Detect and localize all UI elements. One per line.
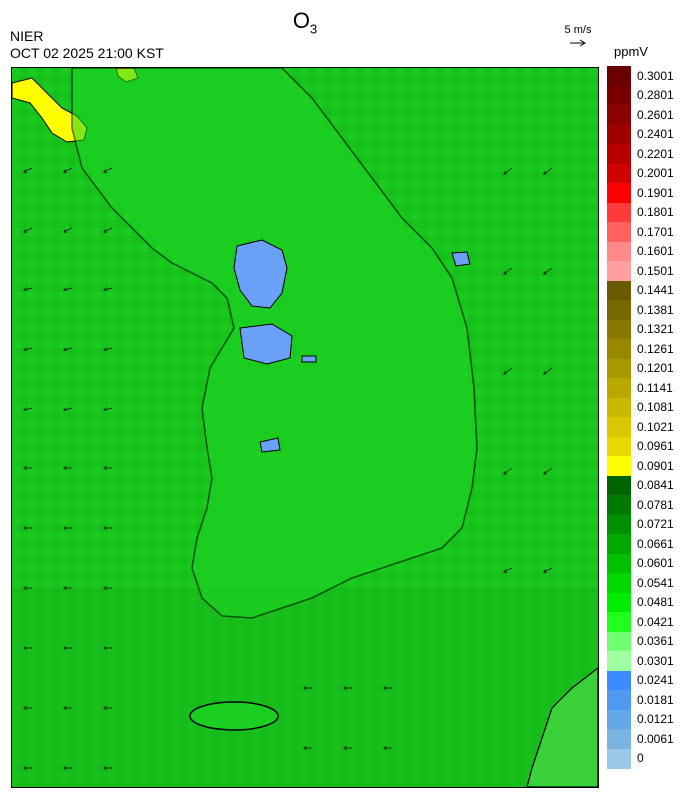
colorbar-tick-label: 0.1321 (637, 322, 674, 337)
colorbar-cell (607, 124, 631, 145)
colorbar-tick-label: 0.0241 (637, 673, 674, 688)
colorbar-cell (607, 163, 631, 184)
colorbar-tick-label: 0.0301 (637, 653, 674, 668)
wind-vectors (24, 167, 553, 768)
colorbar-tick-label: 0.0901 (637, 458, 674, 473)
colorbar (607, 66, 631, 769)
colorbar-tick-label: 0.1601 (637, 244, 674, 259)
colorbar-cell (607, 417, 631, 437)
colorbar-tick-label: 0.0181 (637, 692, 674, 707)
colorbar-tick-label: 0.2601 (637, 107, 674, 122)
colorbar-tick-label: 0.0481 (637, 595, 674, 610)
colorbar-tick-label: 0.0061 (637, 731, 674, 746)
colorbar-cell (607, 553, 631, 574)
chart-title: O3 (292, 8, 318, 37)
colorbar-tick-label: 0.1901 (637, 185, 674, 200)
colorbar-tick-label: 0.0121 (637, 712, 674, 727)
colorbar-cell (607, 573, 631, 593)
timestamp-label: OCT 02 2025 21:00 KST (10, 45, 164, 61)
colorbar-cell (607, 748, 631, 769)
colorbar-tick-label: 0.0841 (637, 478, 674, 493)
colorbar-tick-label: 0.0781 (637, 497, 674, 512)
organization-label: NIER (10, 28, 44, 44)
colorbar-cell (607, 300, 631, 320)
colorbar-tick-label: 0.0601 (637, 556, 674, 571)
colorbar-cell (607, 261, 631, 281)
colorbar-tick-label: 0 (637, 751, 644, 766)
colorbar-cell (607, 495, 631, 515)
colorbar-cell (607, 66, 631, 86)
colorbar-cell (607, 222, 631, 242)
colorbar-cell (607, 105, 631, 125)
colorbar-cell (607, 709, 631, 730)
colorbar-tick-label: 0.0721 (637, 517, 674, 532)
colorbar-cell (607, 436, 631, 457)
unit-label: ppmV (614, 44, 648, 59)
colorbar-cell (607, 670, 631, 691)
colorbar-cell (607, 475, 631, 496)
low-ozone-region-south (239, 323, 293, 365)
colorbar-cell (607, 612, 631, 632)
low-ozone-region-small1 (451, 251, 471, 267)
colorbar-tick-label: 0.2001 (637, 166, 674, 181)
colorbar-cell (607, 397, 631, 418)
colorbar-tick-label: 0.0421 (637, 614, 674, 629)
colorbar-tick-label: 0.1441 (637, 283, 674, 298)
colorbar-cell (607, 378, 631, 398)
wind-scale-arrow-icon (570, 39, 586, 47)
wind-scale-label: 5 m/s (564, 24, 592, 36)
colorbar-tick-label: 0.2401 (637, 127, 674, 142)
colorbar-cell (607, 183, 631, 203)
colorbar-cell (607, 592, 631, 613)
colorbar-tick-label: 0.1201 (637, 361, 674, 376)
colorbar-tick-label: 0.1801 (637, 205, 674, 220)
colorbar-cell (607, 358, 631, 379)
colorbar-cell (607, 280, 631, 301)
jeju-island (189, 701, 279, 731)
japan-coast (526, 667, 598, 787)
low-ozone-region-small2 (259, 437, 281, 453)
low-ozone-region-small3 (301, 355, 317, 363)
colorbar-cell (607, 514, 631, 535)
colorbar-tick-label: 0.1141 (637, 380, 673, 395)
colorbar-cell (607, 339, 631, 359)
colorbar-cell (607, 534, 631, 554)
colorbar-cell (607, 319, 631, 340)
ozone-map (11, 67, 599, 788)
colorbar-cell (607, 651, 631, 671)
colorbar-tick-label: 0.0361 (637, 634, 674, 649)
colorbar-tick-label: 0.1081 (637, 400, 674, 415)
colorbar-tick-label: 0.0541 (637, 575, 674, 590)
colorbar-tick-label: 0.0661 (637, 536, 674, 551)
colorbar-cell (607, 631, 631, 652)
colorbar-tick-label: 0.2201 (637, 146, 674, 161)
colorbar-tick-label: 0.1261 (637, 341, 674, 356)
colorbar-cell (607, 690, 631, 710)
colorbar-cell (607, 202, 631, 223)
colorbar-cell (607, 241, 631, 262)
low-ozone-region-seoul (233, 239, 288, 309)
colorbar-tick-label: 0.1381 (637, 302, 674, 317)
colorbar-cell (607, 456, 631, 476)
map-canvas (12, 68, 598, 787)
colorbar-cell (607, 144, 631, 164)
colorbar-tick-label: 0.2801 (637, 88, 674, 103)
colorbar-cell (607, 85, 631, 106)
colorbar-tick-label: 0.1021 (637, 419, 674, 434)
colorbar-tick-label: 0.0961 (637, 439, 674, 454)
colorbar-tick-label: 0.1701 (637, 224, 674, 239)
colorbar-cell (607, 729, 631, 749)
colorbar-tick-label: 0.3001 (637, 68, 674, 83)
colorbar-tick-label: 0.1501 (637, 263, 674, 278)
